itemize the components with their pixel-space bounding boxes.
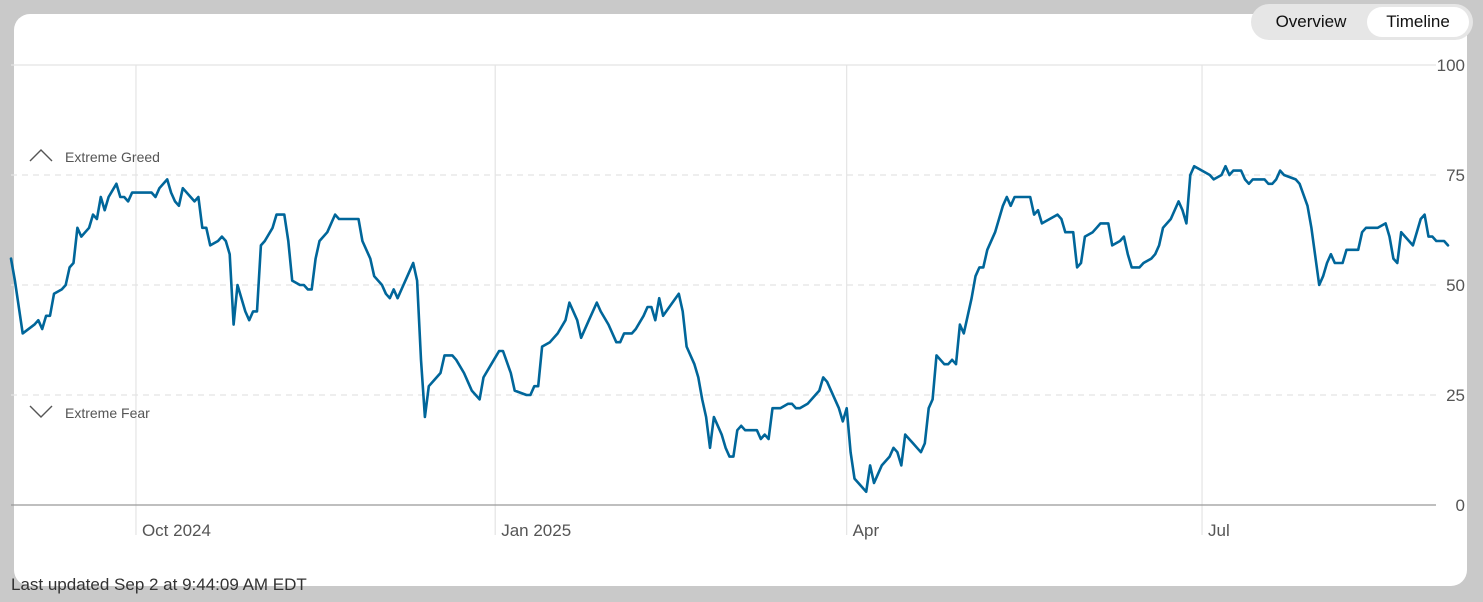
zone-label: Extreme Fear: [65, 405, 150, 421]
y-tick-label: 0: [1456, 496, 1465, 515]
x-tick-label: Oct 2024: [142, 521, 211, 540]
zone-annotations: Extreme Greed Extreme Fear: [29, 149, 160, 421]
zone-label: Extreme Greed: [65, 149, 160, 165]
y-tick-label: 25: [1446, 386, 1465, 405]
chevron-up-icon: [29, 149, 53, 162]
chart-card: [14, 14, 1467, 586]
overview-tab[interactable]: Overview: [1275, 12, 1347, 31]
y-tick-label: 100: [1437, 56, 1465, 75]
vertical-gridlines: [135, 65, 1203, 535]
x-tick-label: Apr: [853, 521, 880, 540]
fear-greed-series-line: [9, 164, 1450, 494]
y-tick-label: 50: [1446, 276, 1465, 295]
y-axis-ticks: 0 25 50 75 100: [1437, 56, 1465, 515]
x-tick-label: Jan 2025: [501, 521, 571, 540]
y-tick-label: 75: [1446, 166, 1465, 185]
last-updated-text: Last updated Sep 2 at 9:44:09 AM EDT: [11, 575, 307, 594]
x-axis-ticks: Oct 2024 Jan 2025 Apr Jul: [142, 521, 1230, 540]
view-toggle: Overview Timeline: [1251, 4, 1473, 40]
chevron-down-icon: [29, 405, 53, 418]
timeline-tab[interactable]: Timeline: [1367, 7, 1469, 37]
x-tick-label: Jul: [1208, 521, 1230, 540]
horizontal-gridlines: [11, 64, 1436, 396]
